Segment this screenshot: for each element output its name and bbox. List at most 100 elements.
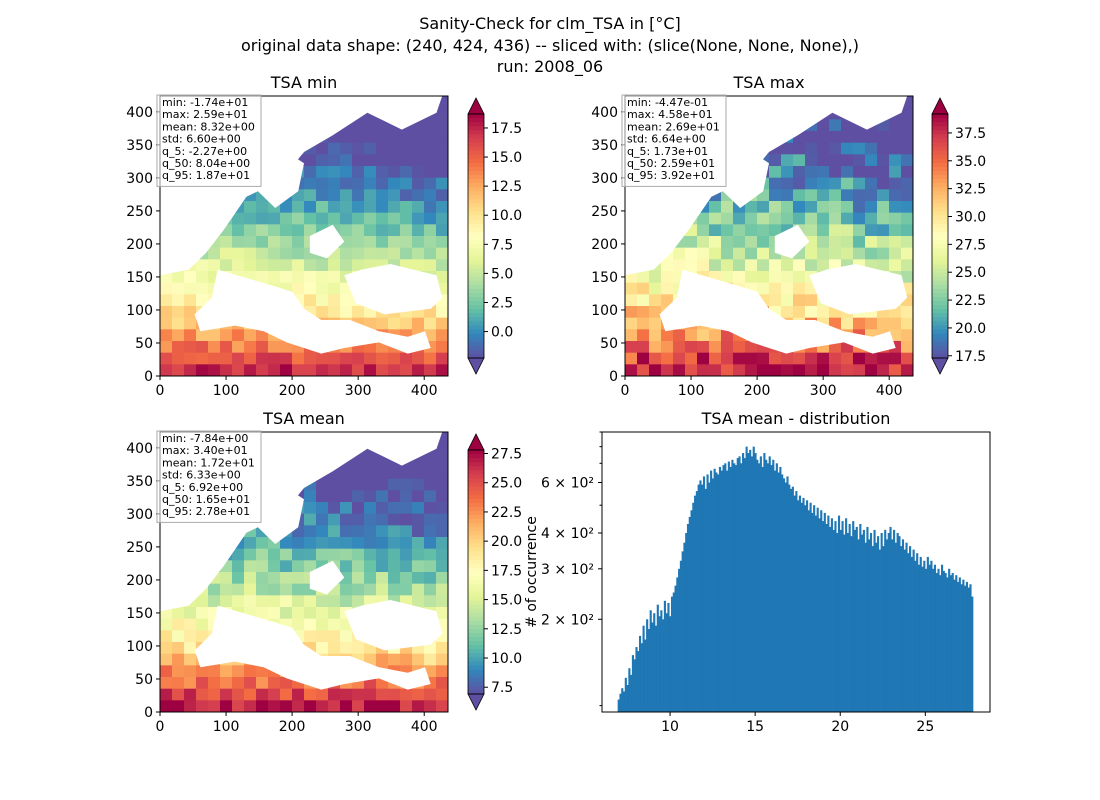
heatmap-cell [400,478,413,491]
heatmap-cell [412,467,425,480]
histogram-bar [715,472,718,712]
colorbar-segment [932,325,948,331]
stats-line: mean: 8.32e+00 [162,120,255,133]
heatmap-cell [412,560,425,573]
histogram-bar [805,500,809,712]
heatmap-cell [256,700,269,712]
stats-box-frame [156,430,262,523]
heatmap-cell [376,455,389,468]
heatmap-cell [328,537,341,550]
heatmap-cell [412,131,425,144]
colorbar-segment [468,588,484,593]
heatmap-cell [853,201,866,214]
heatmap-cell [769,166,782,179]
histogram-bar [818,518,821,712]
colorbar-segment [468,118,484,123]
heatmap-cell [745,364,758,376]
heatmap-cell [196,607,209,620]
heatmap-cell [268,595,281,608]
heatmap-cell [424,548,437,561]
heatmap-cell [637,282,650,295]
heatmap-cell [316,618,329,631]
heatmap-cell [364,247,377,260]
heatmap-cell [316,513,329,526]
heatmap-cell [829,212,842,225]
histogram-bar [663,600,666,712]
heatmap-cell [829,131,842,144]
heatmap-cell [340,131,353,144]
heatmap-cell [889,236,902,249]
heatmap-cell [232,341,245,354]
heatmap-cell [292,700,305,712]
colorbar-segment [468,649,484,654]
heatmap-cell [901,177,913,190]
stats-box-frame [621,94,727,187]
colorbar-segment [468,297,484,302]
stats-line: q_95: 2.78e+01 [162,505,250,518]
colorbar-segment [468,645,484,650]
heatmap-cell [745,352,758,365]
heatmap-cell [280,236,293,249]
heatmap-cell [436,700,448,712]
colorbar-segment [468,450,484,455]
stats-line: q_50: 2.59e+01 [627,157,715,170]
heatmap-cell [244,700,257,712]
heatmap-cell [661,341,674,354]
y-tick-label: 100 [591,303,618,319]
heatmap-cell [400,572,413,585]
colorbar-segment [932,260,948,265]
heatmap-cell [424,653,437,666]
heatmap-cell [901,154,913,167]
histogram-bar [665,613,668,712]
heatmap-cell [304,352,317,365]
heatmap-cell [280,364,293,376]
heatmap-cell [745,212,758,225]
heatmap-cell [388,131,401,144]
colorbar-segment [468,454,484,459]
heatmap-cell [292,560,305,573]
histogram-bar [850,536,853,712]
y-tick-label: 250 [126,540,153,556]
colorbar-segment [932,199,948,204]
histogram-bar [692,502,695,712]
heatmap-cell [829,364,842,376]
heatmap-cell [877,166,890,179]
y-tick-label: 250 [126,204,153,220]
heatmap-cell [364,224,377,237]
histogram-bar [811,512,814,712]
heatmap-cell [853,224,866,237]
colorbar-segment [468,519,484,524]
colorbar-tick-label: 2.5 [491,295,513,311]
heatmap-cell [256,212,269,225]
y-tick-label: 400 [126,441,153,457]
heatmap-cell [673,341,686,354]
histogram-bar [658,616,661,712]
heatmap-cell [172,677,185,690]
histogram-bar [786,476,789,712]
x-tick-label: 200 [279,719,306,735]
histogram-bar [763,453,766,712]
colorbar-segment [468,345,484,351]
heatmap-cell [340,525,353,538]
histogram-bar [877,536,880,712]
heatmap-cell [721,259,734,272]
colorbar-segment [932,122,948,127]
heatmap-cell [805,236,818,249]
heatmap-cell [889,364,902,376]
heatmap-cell [280,259,293,272]
heatmap-cell [328,306,341,319]
sea-mask [309,224,345,259]
heatmap-cell [328,478,341,491]
heatmap-cell [196,665,209,678]
plot-frame [624,95,914,377]
colorbar-segment [932,333,948,339]
heatmap-cell [400,236,413,249]
heatmap-cell [757,224,770,237]
heatmap-cell [853,247,866,260]
colorbar-segment [468,482,484,488]
heatmap-cell [364,513,377,526]
histogram-bar [910,556,913,712]
heatmap-cell [424,525,437,538]
heatmap-cell [388,224,401,237]
heatmap-cell [412,317,425,330]
